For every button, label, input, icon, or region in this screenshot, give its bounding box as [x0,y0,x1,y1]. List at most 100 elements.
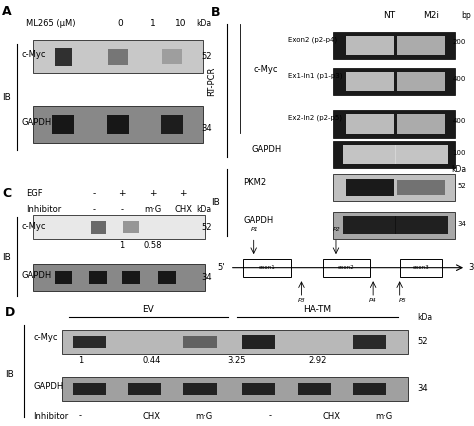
Text: IB: IB [5,370,13,379]
Text: 3.25: 3.25 [228,356,246,365]
Text: D: D [5,306,15,319]
FancyBboxPatch shape [53,115,74,134]
Text: 1: 1 [119,241,125,250]
FancyBboxPatch shape [163,49,182,64]
Text: Ex1-In1 (p1-p3): Ex1-In1 (p1-p3) [288,72,343,79]
Text: Ex2-In2 (p2-p5): Ex2-In2 (p2-p5) [288,115,342,121]
Text: bp: bp [462,11,471,20]
FancyBboxPatch shape [123,222,138,233]
Text: A: A [2,6,12,18]
Text: M2i: M2i [424,11,439,20]
Text: c-Myc: c-Myc [22,222,46,230]
FancyBboxPatch shape [33,40,203,73]
Text: 52: 52 [417,337,428,346]
Text: P2: P2 [333,227,341,232]
Text: m·G: m·G [144,205,161,214]
Text: kDa: kDa [196,205,211,214]
FancyBboxPatch shape [33,216,205,239]
Text: 10: 10 [175,19,187,28]
Text: c-Myc: c-Myc [22,50,46,60]
Text: 34: 34 [201,273,211,282]
FancyBboxPatch shape [107,115,128,134]
Text: 400: 400 [453,76,466,82]
Text: kDa: kDa [417,313,432,322]
FancyBboxPatch shape [90,271,107,284]
Text: kDa: kDa [196,19,211,28]
Text: 52: 52 [201,52,211,61]
Text: 3': 3' [469,263,474,272]
Text: GAPDH: GAPDH [22,271,52,279]
FancyBboxPatch shape [395,145,448,164]
FancyBboxPatch shape [333,32,456,59]
FancyBboxPatch shape [55,271,73,284]
Text: exon1: exon1 [259,265,275,270]
Text: P4: P4 [369,299,377,303]
FancyBboxPatch shape [353,383,386,395]
Text: 1: 1 [78,356,83,365]
Text: +: + [179,190,187,199]
FancyBboxPatch shape [346,72,394,91]
Text: IB: IB [211,198,220,207]
Text: 34: 34 [417,384,428,394]
Text: c-Myc: c-Myc [254,65,278,74]
FancyBboxPatch shape [73,383,106,395]
Text: 34: 34 [457,221,466,227]
Text: P5: P5 [398,299,406,303]
FancyBboxPatch shape [62,377,408,401]
Text: 0: 0 [117,19,123,28]
FancyBboxPatch shape [183,337,217,348]
FancyBboxPatch shape [353,335,386,349]
FancyBboxPatch shape [333,174,456,201]
Text: 400: 400 [453,118,466,124]
Text: P3: P3 [298,299,305,303]
Text: 5': 5' [217,263,225,272]
Text: m·G: m·G [195,412,212,420]
FancyBboxPatch shape [346,36,394,55]
Text: Inhibitor: Inhibitor [33,412,68,420]
Text: EGF: EGF [26,190,43,199]
FancyBboxPatch shape [242,383,275,395]
FancyBboxPatch shape [397,180,445,195]
Text: m·G: m·G [375,412,392,420]
FancyBboxPatch shape [333,212,456,239]
Text: exon3: exon3 [412,265,429,270]
FancyBboxPatch shape [128,383,161,395]
Text: NT: NT [383,11,395,20]
Text: exon2: exon2 [338,265,355,270]
Text: -: - [120,205,124,214]
Text: -: - [79,412,82,420]
FancyBboxPatch shape [343,216,396,234]
FancyBboxPatch shape [343,145,396,164]
Text: EV: EV [142,305,154,314]
FancyBboxPatch shape [243,259,291,277]
Text: CHX: CHX [323,412,341,420]
FancyBboxPatch shape [400,259,442,277]
Text: IB: IB [2,253,11,262]
Text: PKM2: PKM2 [243,178,266,187]
Text: Exon2 (p2-p4): Exon2 (p2-p4) [288,36,337,43]
FancyBboxPatch shape [161,115,183,134]
FancyBboxPatch shape [346,115,394,133]
Text: 2.92: 2.92 [309,356,327,365]
FancyBboxPatch shape [397,115,445,133]
FancyBboxPatch shape [323,259,371,277]
FancyBboxPatch shape [91,221,106,234]
Text: 0.58: 0.58 [143,241,162,250]
FancyBboxPatch shape [122,271,140,284]
FancyBboxPatch shape [395,216,448,234]
Text: c-Myc: c-Myc [33,333,58,342]
Text: CHX: CHX [143,412,161,420]
Text: RT-PCR: RT-PCR [207,67,216,96]
Text: 100: 100 [453,150,466,156]
Text: 200: 200 [453,39,466,45]
Text: 34: 34 [201,124,211,133]
FancyBboxPatch shape [346,178,394,196]
FancyBboxPatch shape [397,36,445,55]
FancyBboxPatch shape [333,68,456,95]
Text: 52: 52 [201,223,211,232]
Text: GAPDH: GAPDH [22,118,52,127]
FancyBboxPatch shape [62,330,408,354]
FancyBboxPatch shape [33,106,203,143]
Text: GAPDH: GAPDH [251,145,281,154]
Text: IB: IB [2,92,11,101]
